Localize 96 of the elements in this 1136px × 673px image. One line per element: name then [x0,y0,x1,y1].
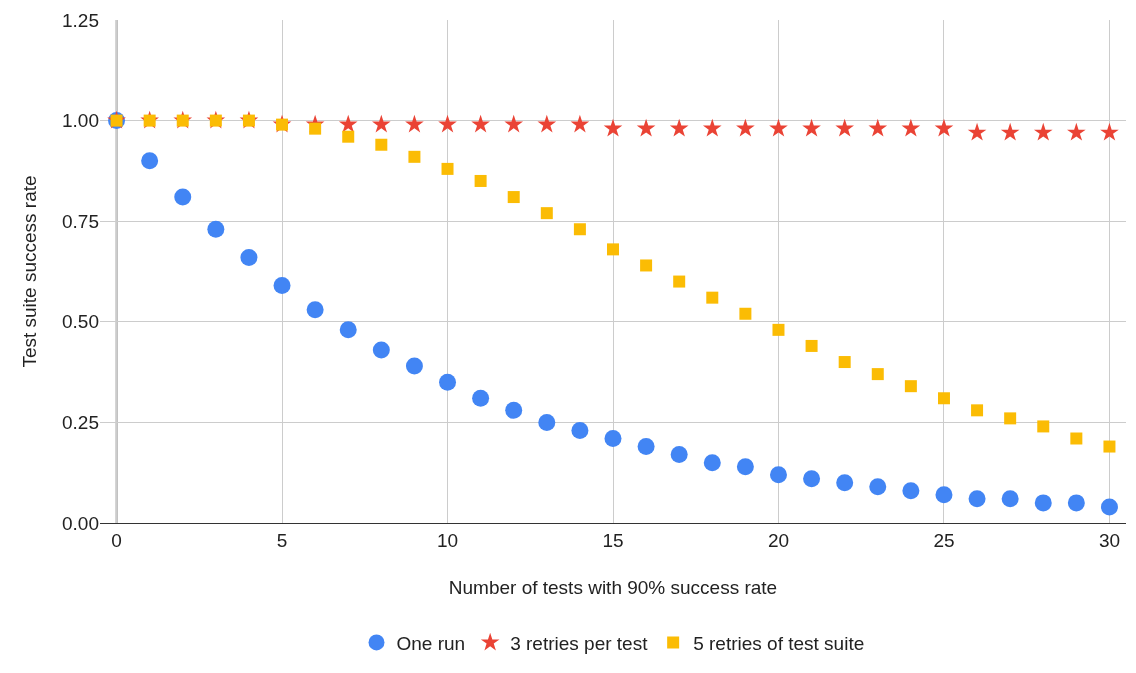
x-tick-label: 10 [436,529,459,551]
point [934,118,954,137]
point [640,259,653,272]
y-tick-label: 0.75 [62,210,99,232]
point [669,118,689,137]
point [439,373,457,391]
point [971,404,984,417]
point [540,207,553,220]
point [507,191,520,204]
point [604,430,622,447]
point [902,482,920,500]
point [372,341,390,359]
point [474,174,487,187]
point [868,118,888,137]
point [904,380,917,393]
point [967,122,987,141]
point [803,470,821,488]
point [1000,122,1020,141]
point [405,114,424,133]
point [339,321,357,339]
point [471,114,490,133]
point [505,401,523,419]
point [438,114,457,133]
point [835,118,854,137]
point [273,277,291,295]
y-tick-label: 1.25 [62,9,99,31]
point [537,114,557,133]
point [703,454,721,472]
y-tick-label: 0.00 [62,512,99,534]
y-axis-title: Test suite success rate [18,175,40,368]
point [306,301,324,319]
x-tick-label: 30 [1098,529,1121,551]
point [968,490,986,508]
point [338,114,358,133]
point [769,466,787,484]
point [538,413,556,431]
point [838,356,851,369]
point [405,357,423,375]
point [1004,412,1017,425]
point [603,118,623,137]
point [636,118,656,137]
x-tick-label: 20 [767,529,790,551]
point [769,118,788,137]
point [937,392,950,405]
x-axis-title: Number of tests with 90% success rate [448,576,778,598]
point [706,291,719,304]
x-tick-label: 0 [111,529,122,551]
point [637,438,655,456]
point [504,114,524,133]
point [869,478,887,496]
point [1034,494,1052,512]
point [1001,490,1019,508]
point [871,368,884,381]
point [607,243,619,256]
point [571,421,589,439]
x-tick-label: 25 [933,529,955,551]
point [739,307,752,320]
point [342,130,355,143]
point [670,446,688,464]
y-tick-label: 0.50 [62,311,99,333]
point [901,118,921,137]
point [240,248,258,266]
point [702,118,722,137]
point [375,138,388,151]
x-tick-label: 15 [602,529,624,551]
point [935,486,953,504]
point [573,223,586,236]
point [207,220,225,238]
point [673,275,686,288]
point [736,458,754,476]
point [441,162,454,175]
y-tick-label: 1.00 [62,110,99,132]
legend-label: 5 retries of test suite [693,632,865,654]
point [472,389,490,407]
point [141,152,159,170]
point [372,114,391,133]
point [802,118,821,137]
point [1103,440,1116,453]
point [1070,432,1083,445]
point [1037,420,1050,433]
point [1067,122,1086,141]
point [1033,122,1053,141]
point [805,339,818,352]
y-tick-label: 0.25 [62,412,99,434]
x-tick-label: 5 [276,529,288,551]
point [408,150,421,163]
point [836,474,854,492]
point [570,114,590,133]
point [1067,494,1085,512]
point [1100,498,1118,516]
legend-label: One run [396,632,466,654]
point [1100,122,1119,141]
point [174,188,192,206]
point [736,118,755,137]
point [772,323,785,336]
legend-label: 3 retries per test [510,632,649,654]
